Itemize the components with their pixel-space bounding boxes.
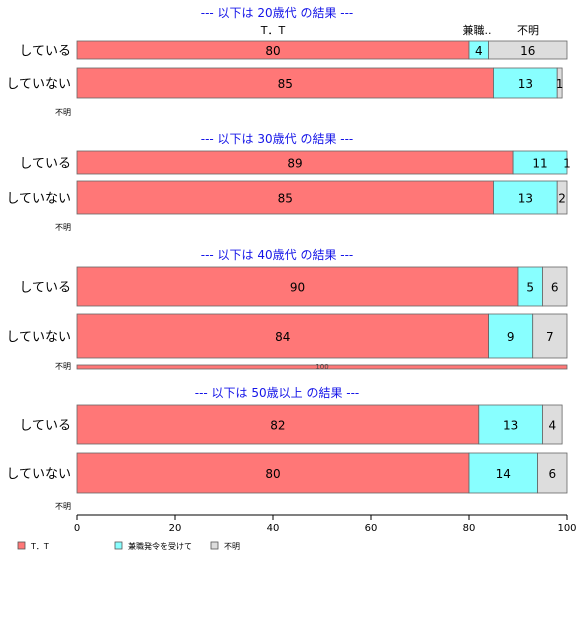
data-label: 80: [265, 467, 280, 481]
row-label: している: [19, 281, 71, 296]
data-label: 14: [496, 467, 511, 481]
bar-segment-kenshoku: [517, 266, 543, 307]
bar-segment-fumei: [488, 40, 568, 60]
bar-segment-tt: [76, 452, 470, 494]
legend-label: 兼職発令を受けて: [128, 541, 192, 551]
bar-segment-kenshoku: [478, 404, 543, 445]
panel-title: --- 以下は 50歳以上 の結果 ---: [195, 386, 360, 400]
data-label: 7: [546, 330, 554, 344]
panel-title: --- 以下は 40歳代 の結果 ---: [201, 248, 354, 262]
header-label: T．T: [260, 24, 286, 37]
row-label: 不明: [55, 502, 71, 511]
header-label: 不明: [517, 24, 539, 37]
data-label: 4: [548, 419, 556, 433]
data-label: 85: [278, 192, 293, 206]
x-tick-label: 0: [74, 523, 80, 534]
data-label: 4: [475, 44, 483, 58]
data-label: 11: [532, 157, 547, 171]
x-tick-label: 80: [463, 523, 476, 534]
data-label: 6: [548, 467, 556, 481]
legend-swatch: [17, 541, 26, 550]
bar-segment-tt: [76, 266, 519, 307]
data-label: 13: [518, 192, 533, 206]
legend-label: 不明: [224, 542, 240, 551]
data-label: 13: [518, 77, 533, 91]
x-tick-label: 20: [169, 523, 182, 534]
x-tick-label: 100: [557, 523, 576, 534]
row-label: 不明: [55, 108, 71, 117]
row-label: していない: [6, 77, 71, 92]
bar-segment-kenshoku: [493, 67, 558, 99]
data-label: 1: [563, 157, 571, 171]
bar-segment-kenshoku: [488, 313, 534, 359]
row-label: 不明: [55, 223, 71, 232]
bar-segment-tt: [76, 313, 490, 359]
data-label: 100: [315, 363, 328, 371]
legend-swatch: [114, 541, 123, 550]
row-label: している: [19, 419, 71, 434]
bar-segment-kenshoku: [468, 452, 538, 494]
row-label: していない: [6, 192, 71, 207]
x-tick-label: 40: [267, 523, 280, 534]
data-label: 80: [265, 44, 280, 58]
bar-segment-fumei: [537, 452, 568, 494]
row-label: している: [19, 44, 71, 59]
data-label: 82: [270, 419, 285, 433]
bar-segment-fumei: [532, 313, 568, 359]
data-label: 85: [278, 77, 293, 91]
bar-segment-tt: [76, 404, 480, 445]
data-label: 1: [556, 77, 564, 91]
legend-label: T．T: [30, 542, 49, 551]
legend-swatch: [210, 541, 219, 550]
row-label: していない: [6, 467, 71, 482]
data-label: 5: [526, 281, 534, 295]
bar-segment-fumei: [542, 404, 563, 445]
data-label: 89: [287, 157, 302, 171]
panel-title: --- 以下は 30歳代 の結果 ---: [201, 132, 354, 146]
data-label: 16: [520, 44, 535, 58]
data-label: 2: [558, 192, 566, 206]
bar-segment-fumei: [542, 266, 568, 307]
row-label: 不明: [55, 362, 71, 371]
data-label: 13: [503, 419, 518, 433]
data-label: 84: [275, 330, 290, 344]
data-label: 9: [507, 330, 515, 344]
header-label: 兼職..: [463, 24, 492, 37]
row-label: していない: [6, 330, 71, 345]
bar-segment-fumei: [556, 67, 563, 99]
row-label: している: [19, 157, 71, 172]
bar-segment-tt: [76, 364, 568, 370]
data-label: 90: [290, 281, 305, 295]
panel-title: --- 以下は 20歳代 の結果 ---: [201, 6, 354, 20]
bar-segment-fumei: [556, 180, 568, 215]
bar-segment-kenshoku: [493, 180, 558, 215]
data-label: 6: [551, 281, 559, 295]
bar-segment-kenshoku: [512, 150, 568, 175]
x-tick-label: 60: [365, 523, 378, 534]
